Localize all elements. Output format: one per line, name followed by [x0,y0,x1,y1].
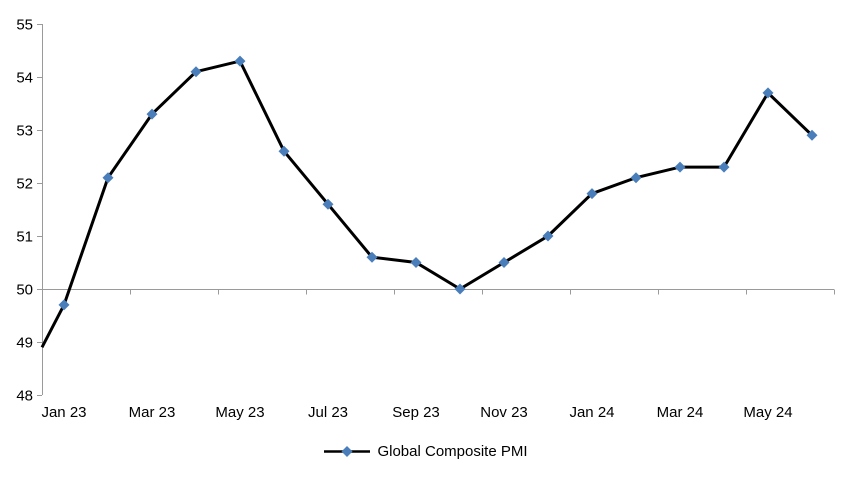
data-point-marker [542,230,554,242]
y-tick-label: 54 [16,70,33,87]
data-point-marker [674,161,686,173]
data-point-marker [586,188,598,200]
data-point-marker [410,257,422,268]
x-tick-label: Jul 23 [308,404,348,421]
legend-marker-icon [324,446,371,457]
y-tick-label: 50 [16,282,33,299]
x-tick-label: Sep 23 [392,404,440,421]
x-tick-label: Mar 23 [129,404,176,421]
data-point-marker [234,55,246,67]
y-tick-label: 49 [16,335,33,352]
data-point-marker [498,257,510,268]
data-series-line [40,59,814,348]
data-point-marker [322,198,334,210]
data-point-marker [190,66,202,78]
data-point-marker [278,145,290,157]
data-point-marker [366,251,378,263]
y-tick-label: 53 [16,123,33,140]
legend-label: Global Composite PMI [377,443,528,460]
x-tick-label: Nov 23 [480,404,528,421]
data-point-marker [102,172,114,184]
y-tick-label: 55 [16,17,33,34]
x-tick-label: Jan 24 [569,404,614,421]
x-tick-label: May 23 [215,404,264,421]
data-point-marker [630,172,642,184]
data-point-marker [58,299,70,311]
data-point-marker [718,161,730,173]
data-point-marker [762,87,774,99]
legend: Global Composite PMI [0,443,852,460]
data-point-marker [146,108,158,120]
x-tick-label: May 24 [743,404,792,421]
y-tick-label: 48 [16,388,33,405]
x-tick-label: Mar 24 [657,404,704,421]
y-tick-label: 51 [16,229,33,246]
data-point-marker [454,283,466,295]
data-point-marker [806,129,818,141]
x-tick-label: Jan 23 [41,404,86,421]
y-tick-label: 52 [16,176,33,193]
